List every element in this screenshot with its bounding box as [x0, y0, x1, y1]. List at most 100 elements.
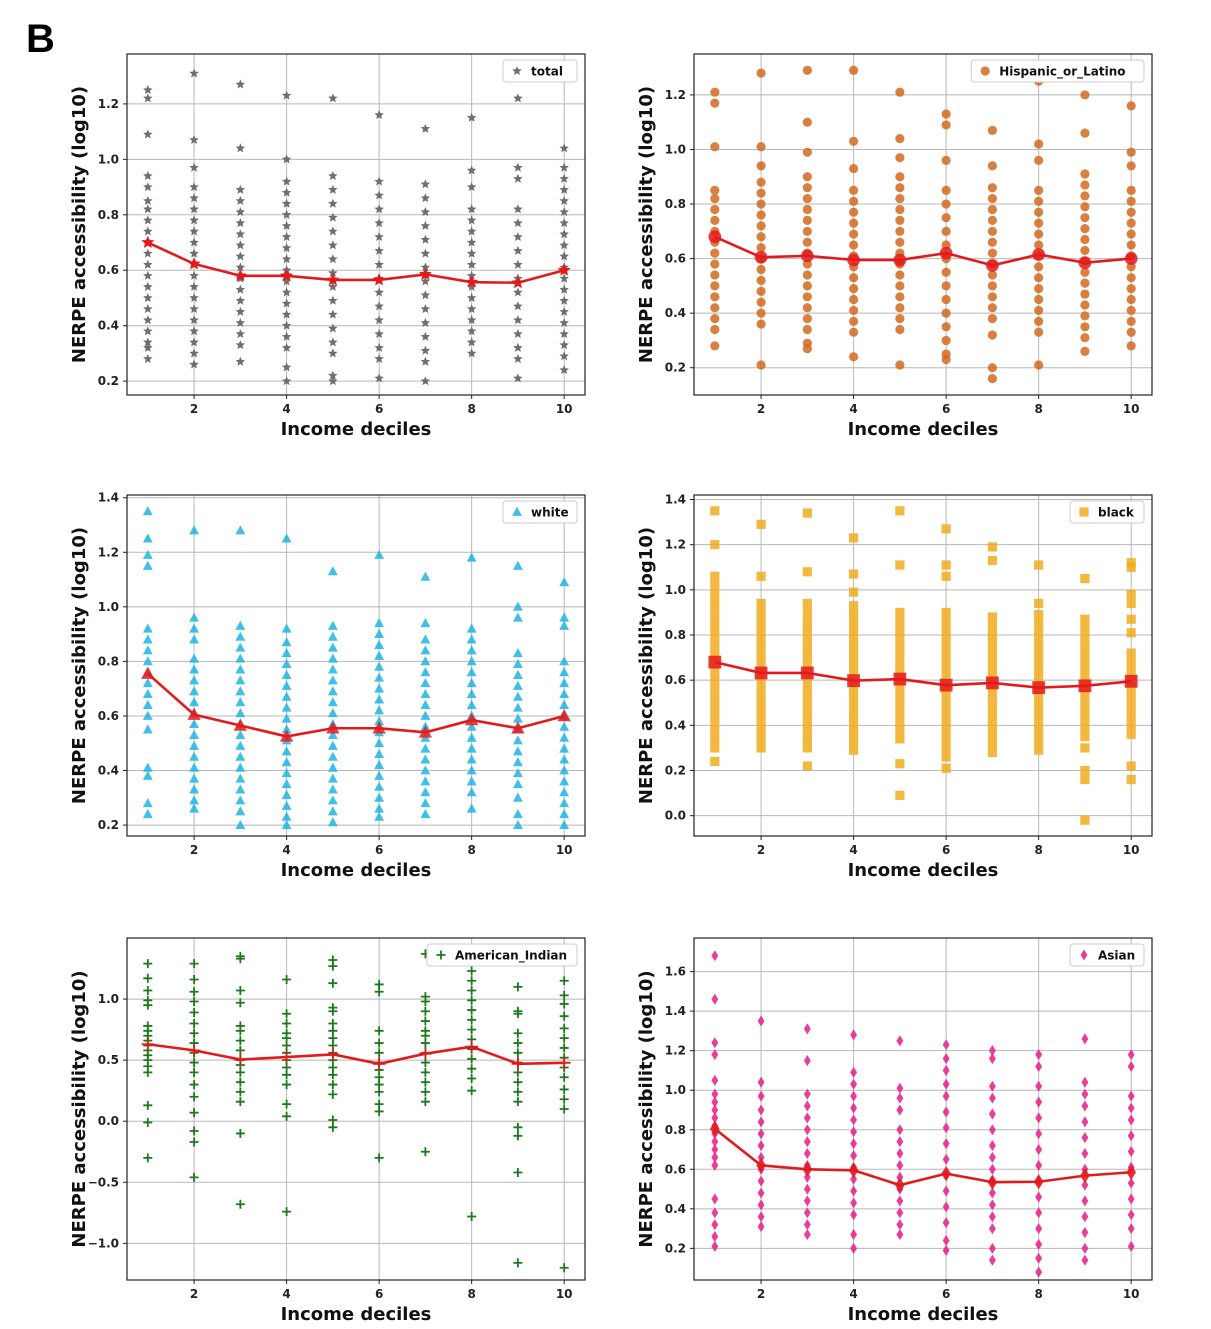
- data-point: [711, 1144, 719, 1156]
- data-point: [189, 204, 199, 214]
- data-point: [849, 207, 859, 217]
- data-point: [466, 776, 477, 786]
- data-point: [710, 98, 720, 108]
- data-point: [941, 734, 951, 744]
- data-point: [235, 1087, 245, 1097]
- y-tick-label: 0.2: [665, 361, 686, 375]
- mean-point: [465, 1040, 478, 1054]
- data-point: [1127, 1060, 1135, 1073]
- data-point: [142, 549, 153, 559]
- data-point: [466, 304, 477, 314]
- data-point: [802, 183, 812, 193]
- data-point: [143, 281, 153, 291]
- x-tick-label: 6: [942, 402, 950, 416]
- data-point: [1127, 1223, 1135, 1235]
- data-point: [559, 999, 569, 1009]
- data-point: [189, 664, 200, 674]
- data-point: [757, 1151, 765, 1163]
- data-point: [143, 973, 153, 983]
- data-point: [803, 1023, 811, 1035]
- data-point: [756, 652, 766, 663]
- data-point: [143, 337, 153, 347]
- data-point: [328, 1070, 338, 1080]
- data-point: [374, 748, 385, 759]
- mean-point: [511, 721, 525, 734]
- data-point: [941, 322, 951, 332]
- data-point: [710, 616, 720, 627]
- data-point: [1080, 732, 1090, 742]
- legend-marker: [512, 66, 522, 76]
- data-point: [941, 743, 951, 753]
- data-point: [142, 506, 153, 516]
- data-point: [756, 210, 766, 220]
- mean-point: [1078, 679, 1092, 693]
- data-point: [1080, 614, 1090, 624]
- data-point: [559, 317, 569, 327]
- data-point: [420, 765, 431, 775]
- data-point: [466, 182, 477, 192]
- data-point: [327, 620, 338, 630]
- data-point: [710, 743, 720, 753]
- data-point: [143, 1000, 153, 1010]
- x-tick-label: 4: [282, 1287, 290, 1301]
- mean-point: [187, 257, 201, 270]
- data-point: [235, 306, 246, 316]
- mean-markers: [708, 230, 1138, 272]
- mean-point: [1124, 252, 1138, 265]
- data-point: [849, 284, 859, 294]
- data-point: [850, 1185, 858, 1197]
- data-point: [235, 773, 246, 783]
- data-point: [559, 620, 570, 630]
- data-point: [1035, 1266, 1043, 1278]
- data-point: [374, 628, 385, 639]
- data-point: [374, 759, 385, 769]
- mean-point: [280, 1050, 293, 1064]
- data-point: [802, 270, 812, 280]
- data-point: [1034, 207, 1044, 217]
- data-point: [756, 716, 766, 726]
- data-point: [374, 1026, 384, 1036]
- data-point: [710, 540, 720, 550]
- data-point: [559, 329, 569, 339]
- data-point: [467, 986, 477, 996]
- data-point: [142, 634, 153, 644]
- data-point: [1126, 341, 1136, 351]
- data-point: [282, 1019, 292, 1028]
- data-point: [895, 324, 905, 335]
- data-point: [466, 248, 477, 258]
- plot-frame: [126, 494, 586, 837]
- data-point: [710, 671, 720, 681]
- data-point: [757, 1015, 765, 1027]
- data-point: [1035, 1112, 1043, 1124]
- mean-point: [1032, 681, 1046, 695]
- panels: 2 4 6 8 10 0.2 0.4 0.6 0.8 1.0 1.2 Income deciles NE…: [69, 53, 1153, 1325]
- data-point: [803, 1055, 811, 1067]
- data-point: [1035, 1252, 1043, 1264]
- data-point: [559, 162, 569, 172]
- data-point: [189, 803, 200, 813]
- data-point: [466, 259, 477, 269]
- data-point: [850, 1209, 858, 1221]
- mean-point: [372, 273, 386, 286]
- data-point: [513, 1077, 523, 1087]
- data-point: [895, 652, 905, 663]
- data-point: [466, 667, 477, 677]
- data-point: [420, 234, 431, 244]
- data-point: [327, 697, 338, 707]
- data-point: [189, 997, 199, 1007]
- data-point: [328, 337, 338, 347]
- x-axis-label: Income deciles: [848, 860, 999, 881]
- data-point: [235, 184, 246, 194]
- data-point: [559, 229, 569, 239]
- data-point: [235, 620, 246, 630]
- data-point: [559, 1084, 569, 1094]
- data-point: [710, 324, 720, 335]
- data-point: [802, 172, 812, 182]
- data-point: [1126, 101, 1136, 111]
- data-point: [328, 212, 338, 222]
- data-point: [802, 707, 812, 717]
- data-point: [420, 1097, 430, 1107]
- data-point: [757, 1211, 765, 1223]
- mean-markers: [710, 1121, 1136, 1193]
- data-point: [1080, 90, 1090, 100]
